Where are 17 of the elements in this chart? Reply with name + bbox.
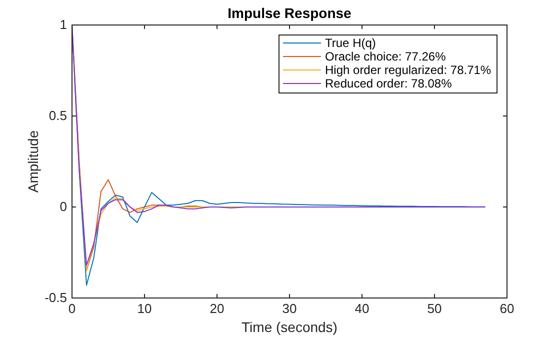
legend-label: True H(q) <box>325 36 376 50</box>
y-tick-label: 0 <box>60 199 67 214</box>
x-tick-label: 60 <box>500 301 514 316</box>
y-tick-label: 0.5 <box>48 108 67 123</box>
y-axis-title: Amplitude <box>25 130 41 193</box>
x-axis-title: Time (seconds) <box>242 319 338 335</box>
legend-label: Reduced order: 78.08% <box>325 76 452 90</box>
chart-title: Impulse Response <box>228 5 352 21</box>
y-tick-label: 1 <box>60 17 67 32</box>
y-tick-label: -0.5 <box>44 290 67 305</box>
x-tick-label: 50 <box>427 301 442 316</box>
legend-label: Oracle choice: 77.26% <box>325 50 446 64</box>
legend-label: High order regularized: 78.71% <box>325 63 492 77</box>
x-tick-label: 10 <box>137 301 152 316</box>
x-tick-label: 20 <box>210 301 224 316</box>
x-tick-label: 40 <box>354 301 370 316</box>
x-tick-label: 30 <box>282 301 297 316</box>
